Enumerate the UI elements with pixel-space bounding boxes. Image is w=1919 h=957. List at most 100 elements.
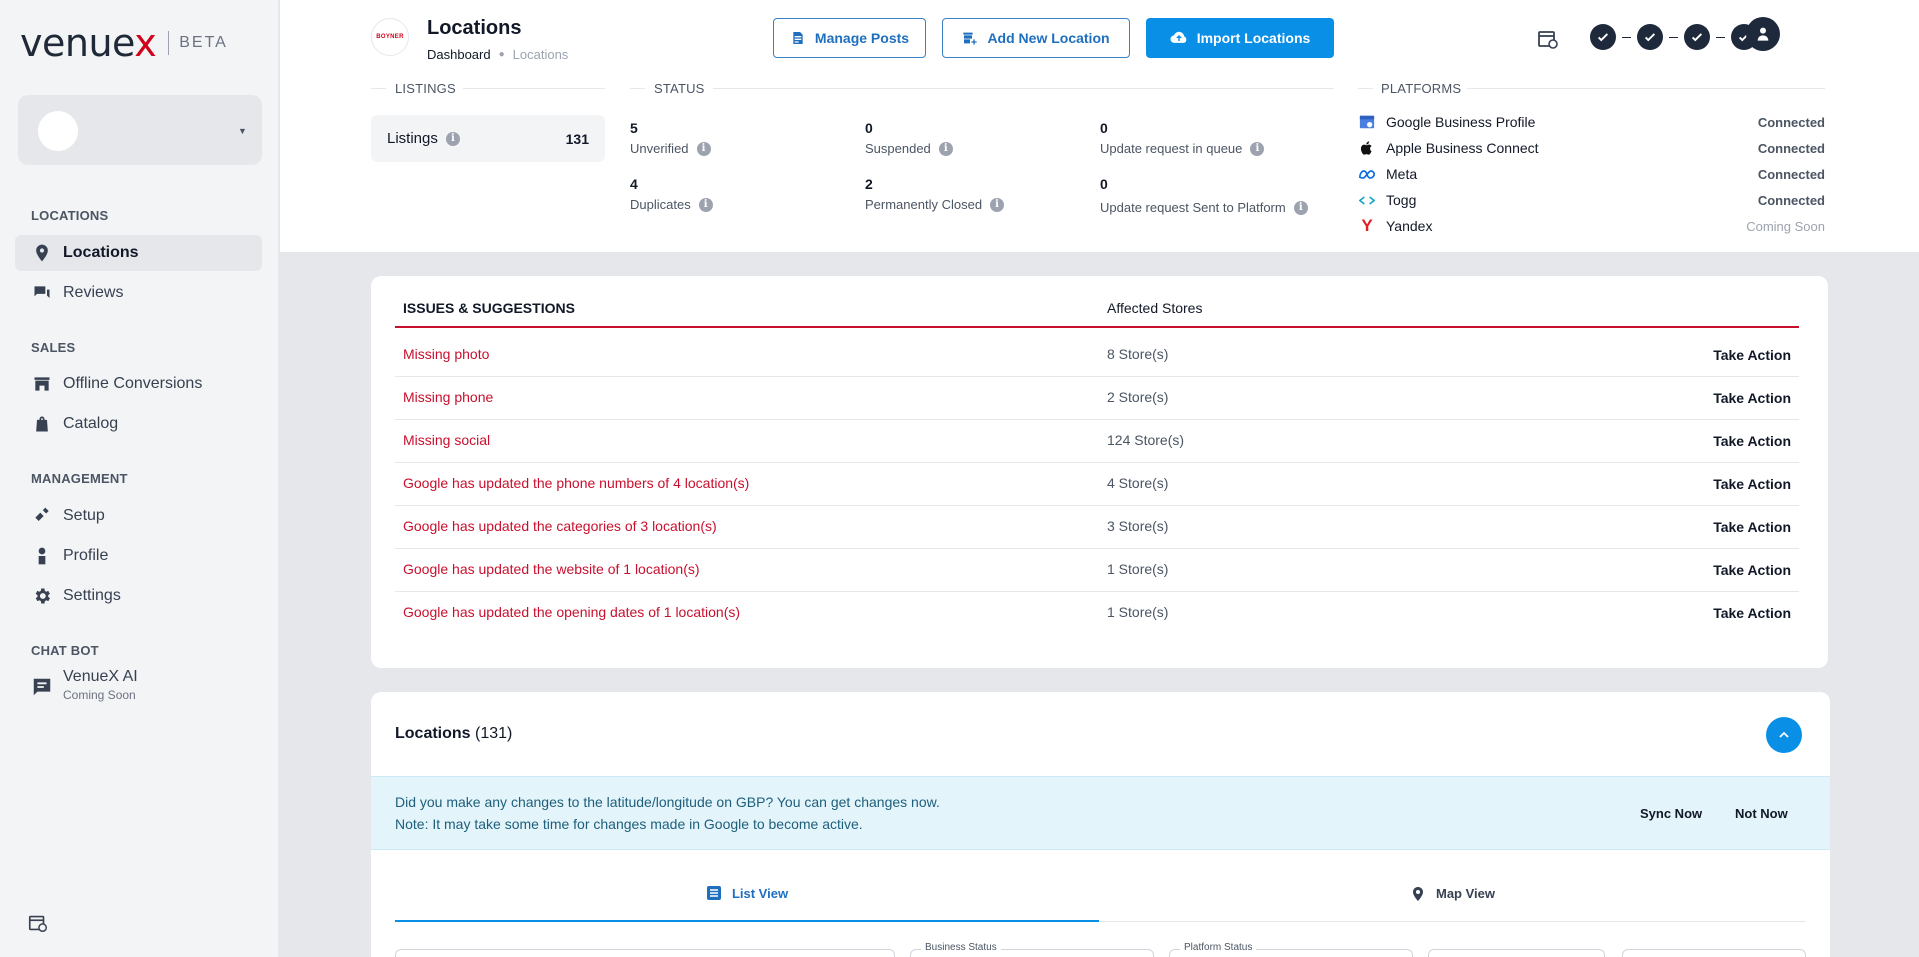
map-pin-icon <box>31 242 53 264</box>
affected-stores: 4 Store(s) <box>1107 475 1169 491</box>
meta-icon <box>1358 165 1376 183</box>
sidebar-item-locations[interactable]: Locations <box>15 235 262 271</box>
not-now-button[interactable]: Not Now <box>1735 806 1788 821</box>
sidebar-item-catalog[interactable]: Catalog <box>15 406 262 442</box>
map-pin-icon <box>1412 886 1423 901</box>
additional-filter[interactable] <box>1622 949 1806 957</box>
take-action-button[interactable]: Take Action <box>1713 562 1791 578</box>
sync-now-button[interactable]: Sync Now <box>1640 806 1703 821</box>
reviews-icon <box>31 282 53 304</box>
platform-status-filter[interactable] <box>1169 949 1413 957</box>
info-icon[interactable]: i <box>938 141 953 156</box>
sidebar-item-label: Catalog <box>63 415 119 432</box>
add-store-icon <box>963 32 978 45</box>
sidebar-item-venuex-ai[interactable]: VenueX AI Coming Soon <box>31 668 138 702</box>
listings-summary[interactable]: Listings i 131 <box>371 115 605 162</box>
breadcrumb-separator: ● <box>498 49 505 60</box>
sidebar-item-settings[interactable]: Settings <box>15 578 262 614</box>
import-locations-button[interactable]: Import Locations <box>1146 18 1334 58</box>
account-switcher[interactable]: ▼ <box>18 95 262 165</box>
issues-column-header: ISSUES & SUGGESTIONS <box>403 300 575 316</box>
chatbot-status: Coming Soon <box>63 688 136 702</box>
affected-stores: 1 Store(s) <box>1107 604 1169 620</box>
locations-card: Locations (131) Did you make any changes… <box>371 692 1830 957</box>
platform-row-togg[interactable]: Togg Connected <box>1358 190 1825 210</box>
sidebar-item-label: Profile <box>63 547 109 564</box>
sidebar-item-profile[interactable]: Profile <box>15 538 262 574</box>
nav-section-chatbot: CHAT BOT <box>31 643 99 658</box>
status-update-sent[interactable]: 0 Update request Sent to Platform i <box>1100 176 1308 215</box>
status-suspended[interactable]: 0 Suspended i <box>865 120 953 156</box>
locations-title: Locations <box>395 725 471 742</box>
platform-row-yandex[interactable]: Y Yandex Coming Soon <box>1358 216 1825 236</box>
add-new-location-button[interactable]: Add New Location <box>942 18 1130 58</box>
take-action-button[interactable]: Take Action <box>1713 476 1791 492</box>
take-action-button[interactable]: Take Action <box>1713 347 1791 363</box>
status-update-queue[interactable]: 0 Update request in queue i <box>1100 120 1265 156</box>
info-icon[interactable]: i <box>696 141 711 156</box>
status-permanently-closed[interactable]: 2 Permanently Closed i <box>865 176 1005 212</box>
issue-row: Missing phone 2 Store(s) Take Action <box>395 377 1799 420</box>
step-complete-icon[interactable] <box>1637 24 1663 50</box>
cloud-upload-icon <box>1170 31 1187 43</box>
venuex-logo[interactable]: venuex BETA <box>20 24 228 62</box>
breadcrumb-dashboard[interactable]: Dashboard <box>427 47 491 62</box>
section-divider <box>630 88 645 89</box>
status-label: Duplicates <box>630 197 691 212</box>
sidebar-item-reviews[interactable]: Reviews <box>15 275 262 311</box>
additional-filter[interactable] <box>1428 949 1605 957</box>
issue-row: Google has updated the categories of 3 l… <box>395 506 1799 549</box>
chatbot-name: VenueX AI <box>63 668 138 685</box>
status-value: 5 <box>630 120 638 136</box>
business-status-filter[interactable] <box>910 949 1154 957</box>
info-icon[interactable]: i <box>698 197 713 212</box>
beta-badge: BETA <box>179 34 228 51</box>
search-filter[interactable] <box>395 949 895 957</box>
status-unverified[interactable]: 5 Unverified i <box>630 120 711 156</box>
platform-row-meta[interactable]: Meta Connected <box>1358 164 1825 184</box>
step-complete-icon[interactable] <box>1684 24 1710 50</box>
sidebar: venuex BETA ▼ LOCATIONS Locations Review… <box>0 0 279 957</box>
platform-row-apple[interactable]: Apple Business Connect Connected <box>1358 138 1825 158</box>
calendar-settings-icon[interactable] <box>27 912 49 934</box>
calendar-settings-icon[interactable] <box>1536 27 1560 51</box>
take-action-button[interactable]: Take Action <box>1713 390 1791 406</box>
listings-section-label: LISTINGS <box>395 81 456 96</box>
platform-status-label: Platform Status <box>1180 942 1257 953</box>
step-complete-icon[interactable] <box>1590 24 1616 50</box>
document-icon <box>793 32 803 44</box>
info-icon[interactable]: i <box>1250 141 1265 156</box>
info-icon[interactable]: i <box>1293 200 1308 215</box>
platform-row-google[interactable]: Google Business Profile Connected <box>1358 112 1825 132</box>
breadcrumb-current: Locations <box>512 47 569 62</box>
affected-stores: 8 Store(s) <box>1107 346 1169 362</box>
issue-text: Google has updated the opening dates of … <box>403 604 741 620</box>
step-connector <box>1669 36 1678 38</box>
user-avatar[interactable] <box>1746 17 1780 51</box>
issue-row: Google has updated the phone numbers of … <box>395 463 1799 506</box>
logo-divider <box>168 31 170 55</box>
listings-label: Listings <box>387 130 438 147</box>
take-action-button[interactable]: Take Action <box>1713 605 1791 621</box>
issue-row: Missing social 124 Store(s) Take Action <box>395 420 1799 463</box>
status-duplicates[interactable]: 4 Duplicates i <box>630 176 713 212</box>
info-icon[interactable]: i <box>445 131 460 146</box>
tab-list-view[interactable]: List View <box>395 866 1099 922</box>
info-icon[interactable]: i <box>990 197 1005 212</box>
affected-stores: 2 Store(s) <box>1107 389 1169 405</box>
section-divider <box>463 88 605 89</box>
page-header: BOYNER Locations Dashboard ● Locations M… <box>280 0 1919 252</box>
issue-text: Google has updated the categories of 3 l… <box>403 518 717 534</box>
nav-section-management: MANAGEMENT <box>31 471 128 486</box>
sidebar-item-offline-conversions[interactable]: Offline Conversions <box>15 366 262 402</box>
sidebar-item-setup[interactable]: Setup <box>15 498 262 534</box>
take-action-button[interactable]: Take Action <box>1713 519 1791 535</box>
step-connector <box>1716 36 1725 38</box>
take-action-button[interactable]: Take Action <box>1713 433 1791 449</box>
tab-map-view[interactable]: Map View <box>1099 866 1806 922</box>
collapse-button[interactable] <box>1766 717 1802 753</box>
sidebar-item-label: Setup <box>63 507 105 524</box>
manage-posts-button[interactable]: Manage Posts <box>773 18 926 58</box>
notice-message: Did you make any changes to the latitude… <box>395 794 940 810</box>
status-value: 4 <box>630 176 638 192</box>
